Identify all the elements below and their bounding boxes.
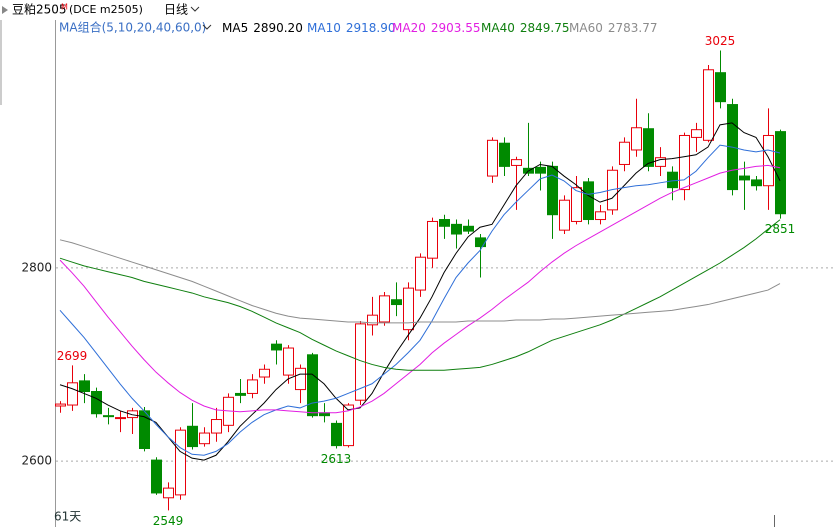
candle-body bbox=[115, 417, 126, 420]
period[interactable]: 日线 bbox=[164, 3, 188, 17]
candle-body bbox=[715, 72, 726, 103]
candle-body bbox=[103, 415, 114, 418]
y-tick-label: 2800 bbox=[21, 260, 52, 274]
legend-entry: MA60 2783.77 bbox=[569, 21, 657, 35]
candle-body bbox=[367, 314, 378, 326]
candle-body bbox=[91, 391, 102, 415]
candle-body bbox=[187, 425, 198, 448]
legend-value: 2783.77 bbox=[608, 21, 658, 35]
candle-body bbox=[679, 134, 690, 191]
ma-group-chevron[interactable] bbox=[202, 24, 212, 30]
candle-body bbox=[127, 410, 138, 419]
candle-body bbox=[547, 165, 558, 216]
candle-body bbox=[595, 211, 606, 221]
candle-body bbox=[763, 134, 774, 187]
legend-entry: MA20 2903.55 bbox=[392, 21, 480, 35]
candle-body bbox=[271, 343, 282, 351]
candle-body bbox=[439, 219, 450, 227]
ma-line bbox=[59, 164, 781, 414]
candle-body bbox=[343, 404, 354, 447]
candle-body bbox=[667, 171, 678, 189]
legend-entry: MA10 2918.90 bbox=[307, 21, 395, 35]
exchange: (DCE m2505) bbox=[69, 3, 143, 16]
legend-name: MA5 bbox=[222, 21, 248, 35]
header-icon bbox=[2, 6, 8, 14]
candle-body bbox=[295, 367, 306, 391]
candle-body bbox=[643, 128, 654, 167]
candle-body bbox=[283, 347, 294, 376]
candle-body bbox=[583, 181, 594, 221]
ma-group[interactable]: MA组合(5,10,20,40,60,0) bbox=[59, 20, 206, 35]
candle-body bbox=[451, 223, 462, 235]
candle-body bbox=[307, 354, 318, 417]
high-label: 3025 bbox=[705, 34, 736, 48]
candle-body bbox=[511, 159, 522, 166]
candle-body bbox=[463, 225, 474, 232]
candle-body bbox=[631, 127, 642, 151]
symbol-suffix: M bbox=[61, 3, 68, 12]
day-count: 61天 bbox=[54, 510, 81, 524]
candle-body bbox=[379, 295, 390, 323]
candle-body bbox=[199, 432, 210, 445]
candle-body bbox=[235, 392, 246, 396]
candle-body bbox=[703, 69, 714, 141]
symbol: 豆粕2505 bbox=[12, 2, 67, 17]
legend-name: MA20 bbox=[392, 21, 426, 35]
candle-body bbox=[739, 175, 750, 181]
candle-body bbox=[55, 403, 66, 407]
ma-line bbox=[59, 219, 781, 371]
legend-value: 2849.75 bbox=[520, 21, 570, 35]
y-tick-label: 2600 bbox=[21, 454, 52, 468]
candle-body bbox=[175, 429, 186, 496]
candle-body bbox=[775, 131, 786, 215]
high-label: 2699 bbox=[57, 349, 88, 363]
candle-body bbox=[535, 166, 546, 174]
ma-line bbox=[59, 239, 781, 324]
low-label: 2613 bbox=[321, 452, 352, 466]
period-chevron[interactable] bbox=[190, 6, 200, 12]
candle-body bbox=[403, 287, 414, 331]
candle-body bbox=[163, 487, 174, 499]
candle-body bbox=[619, 141, 630, 165]
candle-body bbox=[67, 382, 78, 406]
legend-name: MA10 bbox=[307, 21, 341, 35]
candle-body bbox=[151, 459, 162, 494]
legend-value: 2890.20 bbox=[253, 21, 303, 35]
candle-body bbox=[79, 380, 90, 393]
candle-body bbox=[211, 419, 222, 434]
candle-body bbox=[655, 157, 666, 167]
candle-body bbox=[415, 256, 426, 291]
legend-entry: MA40 2849.75 bbox=[481, 21, 569, 35]
candle-body bbox=[607, 169, 618, 211]
ma-line bbox=[59, 122, 781, 461]
candle-body bbox=[247, 379, 258, 394]
candle-body bbox=[259, 368, 270, 378]
low-label: 2549 bbox=[153, 514, 184, 527]
legend-value: 2918.90 bbox=[346, 21, 396, 35]
candle-body bbox=[571, 187, 582, 222]
candle-body bbox=[691, 129, 702, 138]
legend-entry: MA5 2890.20 bbox=[222, 21, 303, 35]
candle-body bbox=[331, 422, 342, 447]
legend-name: MA60 bbox=[569, 21, 603, 35]
candle-body bbox=[751, 179, 762, 187]
low-label: 2851 bbox=[765, 222, 796, 236]
candle-body bbox=[487, 139, 498, 177]
candle-body bbox=[559, 199, 570, 231]
candle-body bbox=[391, 299, 402, 306]
candle-body bbox=[427, 220, 438, 259]
candle-body bbox=[499, 142, 510, 167]
legend-name: MA40 bbox=[481, 21, 515, 35]
legend-value: 2903.55 bbox=[431, 21, 481, 35]
ma-line bbox=[59, 144, 781, 456]
candle-body bbox=[475, 237, 486, 248]
